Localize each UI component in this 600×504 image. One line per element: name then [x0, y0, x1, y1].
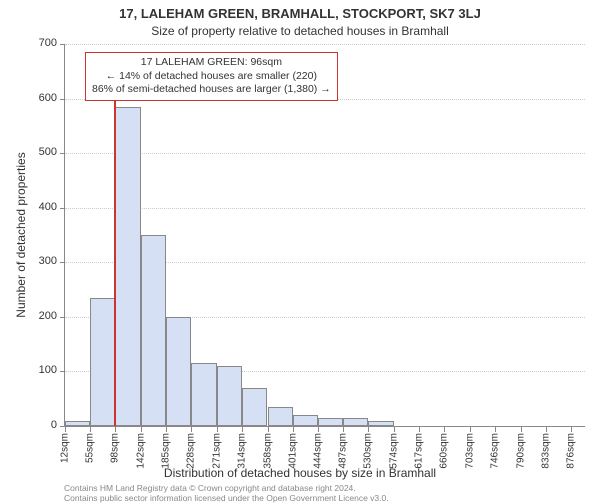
- histogram-bar: [90, 298, 115, 426]
- histogram-bar: [191, 363, 216, 426]
- info-box-line1: 17 LALEHAM GREEN: 96sqm: [92, 56, 331, 70]
- histogram-bar: [268, 407, 293, 426]
- plot-area: 010020030040050060070012sqm55sqm98sqm142…: [64, 44, 585, 427]
- gridline: [65, 208, 585, 209]
- histogram-bar: [166, 317, 191, 426]
- histogram-bar: [242, 388, 267, 426]
- histogram-bar: [141, 235, 166, 426]
- info-box-line3: 86% of semi-detached houses are larger (…: [92, 83, 331, 97]
- y-axis-label: Number of detached properties: [14, 152, 28, 317]
- histogram-bar: [217, 366, 242, 426]
- footer-line2: Contains public sector information licen…: [64, 494, 389, 504]
- histogram-bar: [115, 107, 140, 426]
- histogram-bar: [65, 421, 90, 426]
- x-axis-label: Distribution of detached houses by size …: [0, 466, 600, 480]
- histogram-bar: [318, 418, 343, 426]
- histogram-bar: [293, 415, 318, 426]
- gridline: [65, 153, 585, 154]
- chart-title-line1: 17, LALEHAM GREEN, BRAMHALL, STOCKPORT, …: [0, 6, 600, 21]
- info-box: 17 LALEHAM GREEN: 96sqm ← 14% of detache…: [85, 52, 338, 101]
- histogram-bar: [343, 418, 368, 426]
- chart-title-line2: Size of property relative to detached ho…: [0, 24, 600, 38]
- gridline: [65, 44, 585, 45]
- info-box-line2: ← 14% of detached houses are smaller (22…: [92, 70, 331, 84]
- marker-line: [114, 55, 116, 426]
- footer-attribution: Contains HM Land Registry data © Crown c…: [64, 484, 389, 504]
- histogram-bar: [368, 421, 393, 426]
